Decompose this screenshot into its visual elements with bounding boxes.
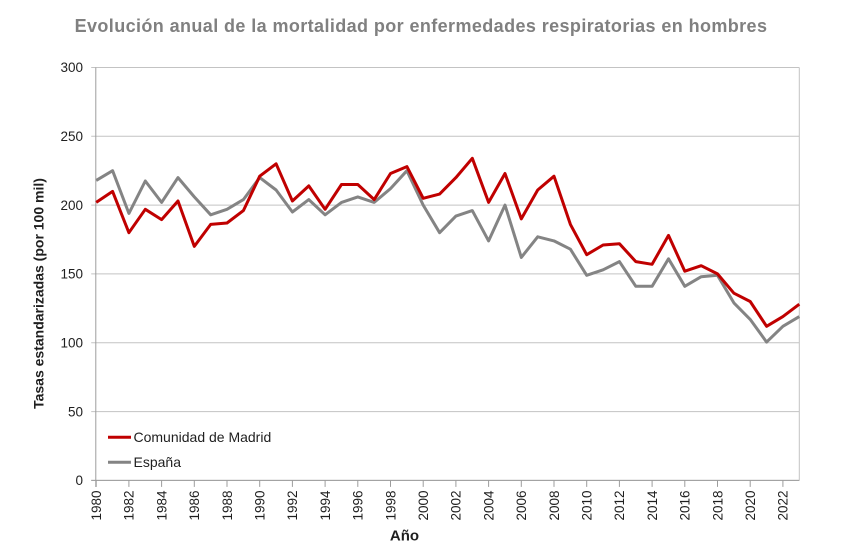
svg-text:2010: 2010 (580, 491, 595, 521)
svg-text:150: 150 (60, 267, 83, 282)
svg-text:1990: 1990 (253, 491, 268, 521)
svg-text:100: 100 (60, 336, 83, 351)
svg-text:2018: 2018 (710, 491, 725, 521)
svg-text:1986: 1986 (187, 491, 202, 521)
svg-text:1984: 1984 (154, 490, 169, 521)
svg-text:España: España (134, 454, 182, 470)
svg-text:2006: 2006 (514, 491, 529, 521)
svg-text:1980: 1980 (89, 491, 104, 521)
svg-text:0: 0 (75, 473, 83, 488)
svg-text:2016: 2016 (678, 491, 693, 521)
svg-text:Tasas estandarizadas (por 100: Tasas estandarizadas (por 100 mil) (31, 178, 47, 409)
svg-text:Año: Año (390, 528, 419, 545)
svg-text:1994: 1994 (318, 490, 333, 521)
svg-text:2012: 2012 (612, 491, 627, 521)
svg-text:1992: 1992 (285, 491, 300, 521)
svg-text:Comunidad de Madrid: Comunidad de Madrid (134, 429, 272, 445)
svg-text:2014: 2014 (645, 490, 660, 521)
svg-text:250: 250 (60, 129, 83, 144)
svg-text:1988: 1988 (220, 491, 235, 521)
svg-text:2004: 2004 (481, 490, 496, 521)
svg-text:50: 50 (68, 404, 83, 419)
svg-text:1998: 1998 (383, 491, 398, 521)
svg-text:2020: 2020 (743, 491, 758, 521)
svg-text:2002: 2002 (449, 491, 464, 521)
svg-text:2022: 2022 (776, 491, 791, 521)
svg-text:200: 200 (60, 198, 83, 213)
svg-text:2000: 2000 (416, 491, 431, 521)
svg-text:1982: 1982 (122, 491, 137, 521)
svg-text:Evolución anual de la mortalid: Evolución anual de la mortalidad por enf… (75, 16, 768, 36)
svg-text:1996: 1996 (351, 491, 366, 521)
svg-text:300: 300 (60, 60, 83, 75)
svg-text:2008: 2008 (547, 491, 562, 521)
